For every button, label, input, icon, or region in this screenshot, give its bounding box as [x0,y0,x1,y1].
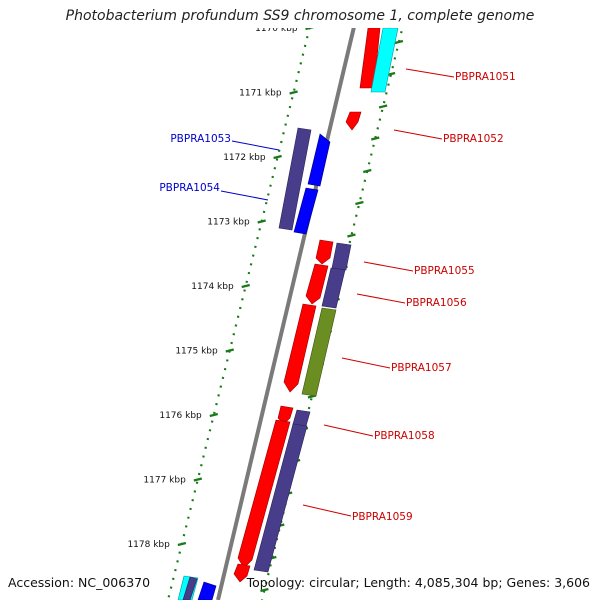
gene-label-pbpra1054[interactable]: PBPRA1054 [159,182,220,194]
gene-feature[interactable] [233,563,251,583]
scale-label: 1178 kbp [127,540,170,550]
gene-label-pbpra1056[interactable]: PBPRA1056 [406,297,467,309]
gene-feature[interactable] [331,242,352,271]
gene-feature[interactable] [237,419,291,569]
scale-tick [241,283,250,289]
map-title: Photobacterium profundum SS9 chromosome … [65,8,535,24]
accession-text: Accession: NC_006370 [8,575,151,590]
scale-tick [305,28,314,31]
gene-tracks [177,28,399,600]
scale-label: 1173 kbp [207,218,250,228]
gene-feature[interactable] [278,127,312,231]
scale-label: 1170 kbp [255,24,298,34]
gene-label-pbpra1057[interactable]: PBPRA1057 [391,362,452,374]
scale-label: 1171 kbp [239,89,282,99]
genome-summary: Topology: circular; Length: 4,085,304 bp… [246,575,590,590]
gene-feature[interactable] [301,307,337,397]
ring-tick [363,168,372,174]
gene-feature[interactable] [182,576,198,600]
scale-tick [225,348,235,353]
scale-label: 1172 kbp [223,153,266,163]
gene-feature[interactable] [315,239,334,265]
gene-feature[interactable] [283,303,317,393]
gene-feature[interactable] [197,581,217,600]
gene-label-pbpra1051[interactable]: PBPRA1051 [455,71,516,83]
ring-tick [378,104,388,109]
gene-label-pbpra1058[interactable]: PBPRA1058 [374,430,435,442]
scale-label: 1174 kbp [191,282,234,292]
ring-tick [370,136,380,141]
label-leaders [220,68,455,517]
ring-tick [260,587,269,593]
scale-tick [177,541,187,547]
gene-label-pbpra1052[interactable]: PBPRA1052 [443,133,504,145]
genome-backbone [216,28,356,600]
scale-labels: 1170 kbp 1171 kbp 1172 kbp 1173 kbp 1174 kbp… [127,24,298,550]
gene-feature[interactable] [277,405,294,425]
gene-label-pbpra1053[interactable]: PBPRA1053 [170,133,231,145]
gene-feature[interactable] [293,187,319,235]
gene-feature[interactable] [345,111,362,131]
scale-ticks [177,28,314,547]
gene-feature[interactable] [292,409,311,427]
scale-label: 1176 kbp [159,411,202,421]
ring-tick [347,233,356,238]
scale-tick [273,154,282,160]
scale-label: 1177 kbp [143,476,186,486]
gene-feature[interactable] [307,133,331,187]
scale-label: 1175 kbp [175,347,218,357]
scale-tick [289,90,298,95]
gene-feature[interactable] [370,28,399,93]
gene-feature[interactable] [305,263,329,305]
gene-feature[interactable] [253,423,308,573]
gene-label-pbpra1055[interactable]: PBPRA1055 [414,265,475,277]
ring-tick [394,39,404,45]
scale-tick [193,477,203,482]
ring-tick [355,200,364,206]
scale-tick [209,412,219,418]
gene-label-pbpra1059[interactable]: PBPRA1059 [352,511,413,523]
gene-feature[interactable] [321,267,346,309]
gene-labels: PBPRA1051 PBPRA1052 PBPRA1053 PBPRA1054 PBPR… [159,71,515,523]
scale-tick [257,219,266,224]
